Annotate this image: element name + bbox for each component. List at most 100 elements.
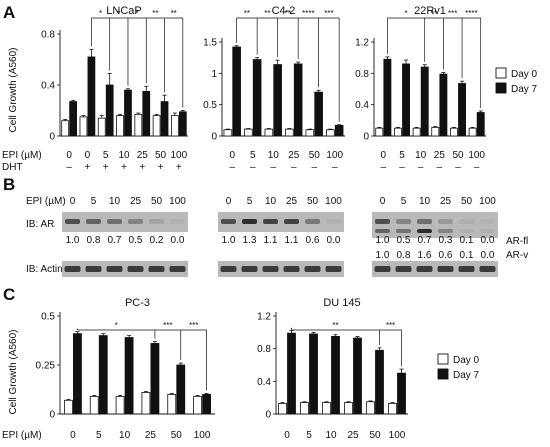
ar-band [263, 219, 278, 224]
ar-v-quant: 0.0 [481, 250, 495, 261]
dose-label: 0 [66, 150, 72, 161]
ar-band [170, 219, 185, 224]
bar-day0 [326, 129, 335, 137]
dht-mark: + [176, 162, 182, 173]
bar-day0 [193, 395, 202, 415]
bar-day0 [344, 402, 353, 415]
ar-band [86, 219, 101, 224]
ar-band [221, 219, 236, 224]
dose-label: 100 [326, 150, 343, 161]
actin-band [85, 266, 102, 272]
sig-stars: **** [465, 9, 477, 18]
legend: Day 0 Day 7 [495, 67, 538, 95]
ar-quant: 0.5 [129, 235, 143, 246]
blot-panel-2: 0 5 10 25 50 100 1.0 1.3 1.1 1.1 0.6 0.0 [218, 196, 344, 277]
dht-mark: – [291, 162, 297, 173]
blot-dose-label: 0 [226, 196, 232, 207]
blot-dose-label: 5 [247, 196, 253, 207]
dht-mark: – [229, 162, 235, 173]
bar-day7 [252, 59, 262, 137]
ar-v-band [438, 229, 453, 233]
y-tick-label: 0.8 [257, 344, 271, 355]
y-tick-label: 1 [211, 69, 217, 80]
ar-quant: 0.0 [171, 235, 185, 246]
bar-day7 [142, 90, 151, 137]
sig-stars: ** [152, 9, 158, 18]
bar-day7 [176, 364, 186, 415]
bar-day7 [150, 343, 160, 415]
ar-quant: 0.3 [439, 235, 453, 246]
dose-label: 25 [434, 150, 446, 161]
blot-dose-label: 10 [109, 196, 121, 207]
y-tick-label: 0 [211, 132, 217, 143]
ar-band [128, 219, 143, 224]
dht-mark: – [311, 162, 317, 173]
ar-quant: 1.1 [285, 235, 299, 246]
dose-label: 50 [309, 150, 321, 161]
actin-blot [372, 261, 498, 277]
y-tick-label: 0.4 [41, 81, 55, 92]
bar-day0 [89, 395, 99, 415]
dht-mark: + [85, 162, 91, 173]
ar-blot [372, 212, 498, 238]
blot-dose-label: 25 [130, 196, 142, 207]
legend-swatch-day7 [495, 82, 507, 94]
ar-v-quant: 0.6 [439, 250, 453, 261]
actin-band [106, 266, 123, 272]
chart-c4-2: C4-200.511.50–5–10–25–50–100–** ** ** **** *… [203, 5, 345, 173]
epi-label: EPI (µM) [2, 150, 42, 161]
ar-v-band [417, 229, 432, 233]
blot-dose-label: 50 [151, 196, 163, 207]
y-axis-label: Cell Growth (A560) [8, 329, 19, 414]
sig-stars: ** [332, 321, 338, 330]
bar-day7 [334, 124, 344, 137]
dose-label: 50 [155, 150, 167, 161]
ar-quant: 0.7 [108, 235, 122, 246]
y-tick-label: 0.8 [355, 69, 369, 80]
bar-day0 [64, 399, 73, 415]
ar-quant: 0.7 [418, 235, 432, 246]
bar-day7 [202, 393, 211, 415]
ar-quant: 0.0 [481, 235, 495, 246]
legend-swatch-day0 [437, 353, 449, 365]
ar-quant: 1.1 [264, 235, 278, 246]
dose-label: 100 [389, 430, 406, 441]
dose-label: 10 [268, 150, 280, 161]
blot-panel-3: 0 5 10 25 50 100 1.0 0.5 0.7 0.3 0.1 0.0 1.0 0.8 1.6 0.… [372, 196, 498, 277]
y-tick-label: 1.2 [257, 312, 271, 323]
bar-day7 [293, 63, 303, 137]
blot-epi-label: EPI (µM) [26, 196, 66, 207]
bar-day0 [366, 401, 375, 415]
dht-mark: + [158, 162, 164, 173]
dose-label: 100 [171, 150, 188, 161]
dht-mark: – [332, 162, 338, 173]
bar-day7 [105, 84, 114, 137]
actin-band [374, 266, 391, 272]
ar-v-quant: 1.6 [418, 250, 432, 261]
actin-band [458, 266, 475, 272]
blot-dose-label: 10 [265, 196, 277, 207]
sig-stars: *** [189, 321, 198, 330]
legend-label-day7: Day 7 [511, 84, 538, 95]
y-tick-label: 1.5 [203, 38, 217, 49]
sig-stars: * [117, 9, 120, 18]
bar-day7 [98, 335, 108, 415]
chart-title: C4-2 [272, 5, 296, 17]
actin-band [437, 266, 454, 272]
ar-band [326, 219, 341, 224]
dht-mark: – [474, 162, 480, 173]
y-tick-label: 0 [363, 132, 369, 143]
sig-stars: * [99, 9, 102, 18]
blot-panel-1: 0 5 10 25 50 100 1.0 0.8 0.7 0.5 0.2 0.0 [62, 196, 188, 277]
blot-dose-label: 25 [440, 196, 452, 207]
legend-label-day0: Day 0 [453, 355, 480, 366]
sig-stars: * [404, 9, 407, 18]
dht-label: DHT [2, 162, 23, 173]
bar-day7 [439, 73, 448, 137]
ar-quant: 1.3 [243, 235, 257, 246]
dht-mark: – [455, 162, 461, 173]
bar-day0 [468, 127, 477, 137]
bar-day7 [309, 333, 318, 415]
